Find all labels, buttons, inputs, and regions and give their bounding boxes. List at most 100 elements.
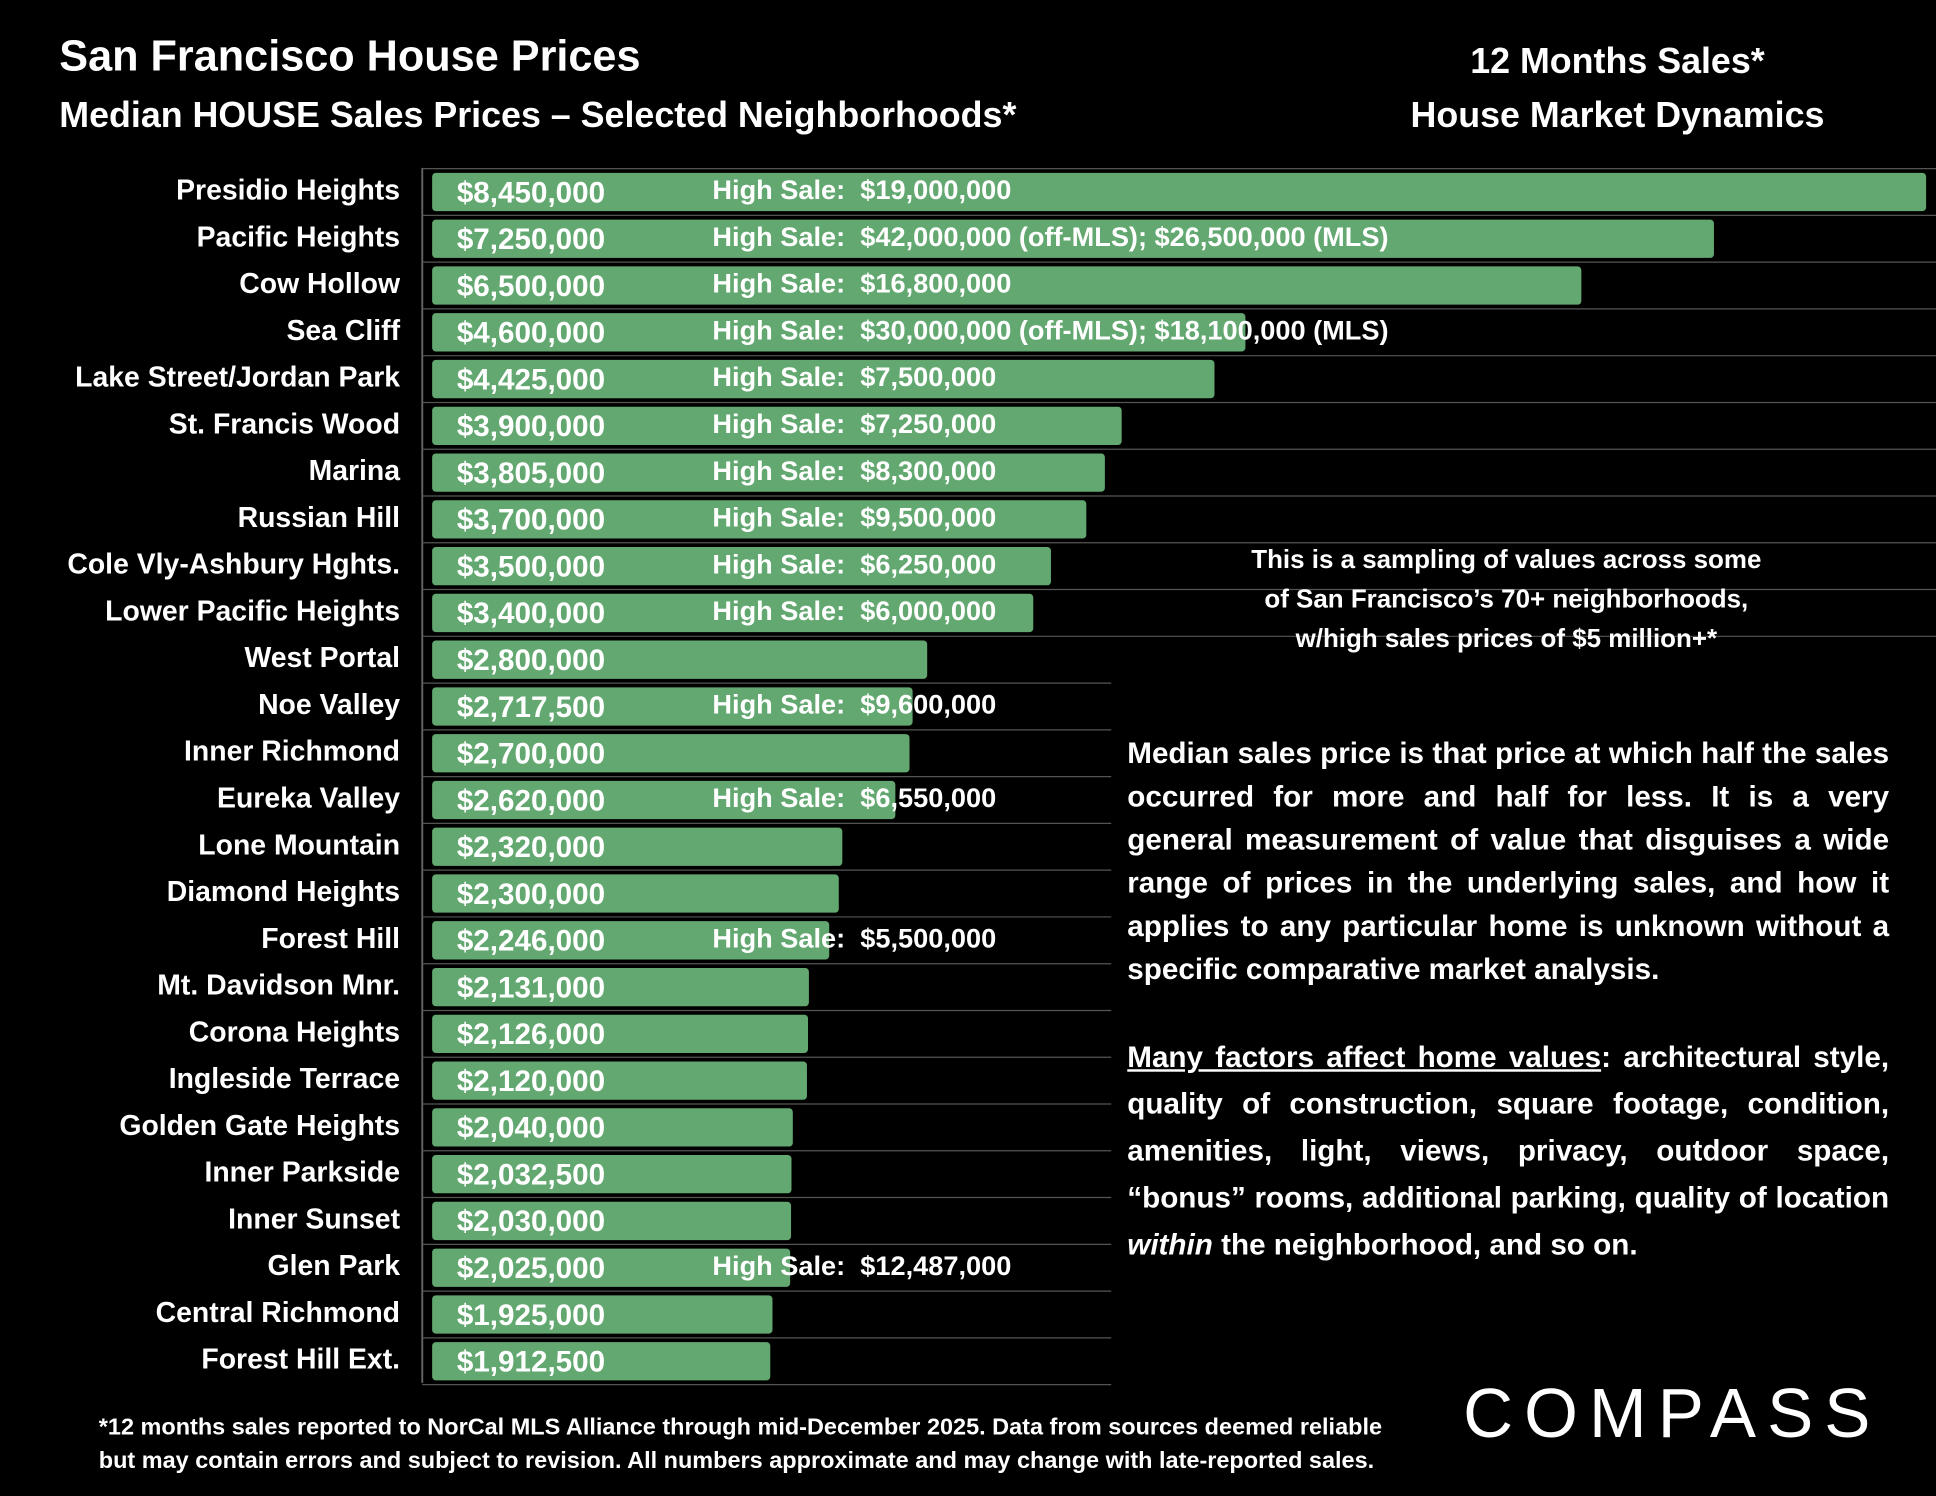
bar [432, 640, 928, 679]
high-sale-label: High Sale: $19,000,000 [712, 174, 1011, 205]
bar [432, 921, 830, 960]
bar [432, 874, 839, 913]
category-label: Golden Gate Heights [119, 1110, 400, 1142]
high-sale-label: High Sale: $8,300,000 [712, 455, 996, 486]
high-sale-label: High Sale: $7,500,000 [712, 361, 996, 392]
chart-subtitle: Median HOUSE Sales Prices – Selected Nei… [59, 96, 1017, 136]
category-label: Cow Hollow [239, 268, 401, 300]
category-label: Glen Park [268, 1250, 401, 1282]
category-label: Lower Pacific Heights [105, 595, 400, 627]
category-label: Inner Parkside [204, 1157, 400, 1189]
value-label: $3,400,000 [457, 597, 605, 630]
value-label: $2,131,000 [457, 971, 605, 1004]
value-label: $2,120,000 [457, 1065, 605, 1098]
bar [432, 1108, 793, 1147]
category-label: Inner Sunset [228, 1203, 400, 1235]
category-label: Corona Heights [189, 1016, 400, 1048]
high-sale-label: High Sale: $9,500,000 [712, 502, 996, 533]
value-label: $7,250,000 [457, 223, 605, 256]
category-label: Mt. Davidson Mnr. [157, 970, 400, 1002]
bar [432, 1342, 771, 1381]
value-label: $2,717,500 [457, 691, 605, 724]
bar [432, 313, 1246, 352]
text: the neighborhood, and so on. [1212, 1228, 1638, 1262]
high-sale-label: High Sale: $5,500,000 [712, 922, 996, 953]
category-label: Ingleside Terrace [169, 1063, 400, 1095]
category-label: Lake Street/Jordan Park [75, 362, 400, 394]
bar [432, 1014, 809, 1053]
category-label: Noe Valley [258, 689, 400, 721]
category-label: Forest Hill [261, 923, 400, 955]
bar [432, 967, 809, 1007]
footnote: but may contain errors and subject to re… [98, 1448, 1375, 1475]
category-label: Pacific Heights [197, 221, 400, 253]
high-sale-label: High Sale: $16,800,000 [712, 268, 1011, 299]
value-label: $2,126,000 [457, 1018, 605, 1051]
category-label: Sea Cliff [287, 315, 401, 347]
bar [432, 359, 1215, 399]
chart-title: San Francisco House Prices [59, 32, 641, 81]
footnote: *12 months sales reported to NorCal MLS … [98, 1414, 1383, 1441]
bar [432, 1295, 773, 1334]
value-label: $1,912,500 [457, 1346, 605, 1379]
category-label: St. Francis Wood [169, 408, 400, 440]
bar [432, 1248, 791, 1287]
high-sale-label: High Sale: $30,000,000 (off-MLS); $18,10… [712, 314, 1388, 345]
high-sale-label: High Sale: $6,550,000 [712, 782, 996, 813]
high-sale-label: High Sale: $12,487,000 [712, 1250, 1011, 1281]
value-label: $3,900,000 [457, 410, 605, 443]
bar [432, 266, 1582, 305]
category-label: Russian Hill [238, 502, 400, 534]
bar [432, 547, 1051, 586]
category-label: Diamond Heights [167, 876, 400, 908]
category-label: Lone Mountain [198, 829, 400, 861]
value-label: $2,700,000 [457, 738, 605, 771]
bar [432, 172, 1927, 212]
high-sale-label: High Sale: $6,250,000 [712, 548, 996, 579]
value-label: $3,805,000 [457, 457, 605, 490]
bar [432, 453, 1105, 492]
bar [432, 827, 843, 866]
value-label: $3,700,000 [457, 504, 605, 537]
italic-text: within [1127, 1228, 1213, 1262]
paragraph: Many factors affect home values: archite… [1127, 1035, 1889, 1270]
text: : architectural style, quality of constr… [1127, 1040, 1890, 1215]
high-sale-label: High Sale: $9,600,000 [712, 689, 996, 720]
category-label: Marina [309, 455, 401, 487]
underlined-text: Many factors affect home values [1127, 1040, 1602, 1075]
bar [432, 1155, 792, 1194]
bar [432, 687, 913, 726]
note-line: This is a sampling of values across some [1251, 545, 1762, 575]
bar [432, 734, 910, 773]
bar [432, 219, 1714, 258]
bar [432, 1201, 792, 1241]
value-label: $2,030,000 [457, 1205, 605, 1238]
category-label: Forest Hill Ext. [201, 1344, 400, 1376]
bar [432, 500, 1087, 539]
note-line: of San Francisco’s 70+ neighborhoods, [1264, 585, 1749, 614]
category-label: Presidio Heights [176, 174, 400, 206]
high-sale-label: High Sale: $7,250,000 [712, 408, 996, 439]
bar [432, 1061, 807, 1100]
paragraph: Median sales price is that price at whic… [1127, 737, 1890, 987]
value-label: $2,800,000 [457, 644, 605, 677]
value-label: $3,500,000 [457, 550, 605, 583]
side-header: House Market Dynamics [1410, 96, 1825, 136]
side-header: 12 Months Sales* [1470, 41, 1765, 82]
category-label: West Portal [244, 642, 400, 674]
value-label: $8,450,000 [457, 176, 605, 209]
value-label: $2,620,000 [457, 784, 605, 817]
value-label: $2,032,500 [457, 1158, 605, 1191]
category-label: Eureka Valley [217, 783, 400, 815]
logo: COMPASS [1463, 1374, 1882, 1452]
value-label: $6,500,000 [457, 270, 605, 303]
value-label: $2,040,000 [457, 1112, 605, 1145]
bar [432, 780, 896, 820]
value-label: $1,925,000 [457, 1299, 605, 1332]
category-label: Cole Vly-Ashbury Hghts. [67, 549, 400, 581]
category-label: Central Richmond [156, 1297, 400, 1329]
value-label: $4,600,000 [457, 317, 605, 350]
bar [432, 406, 1122, 445]
